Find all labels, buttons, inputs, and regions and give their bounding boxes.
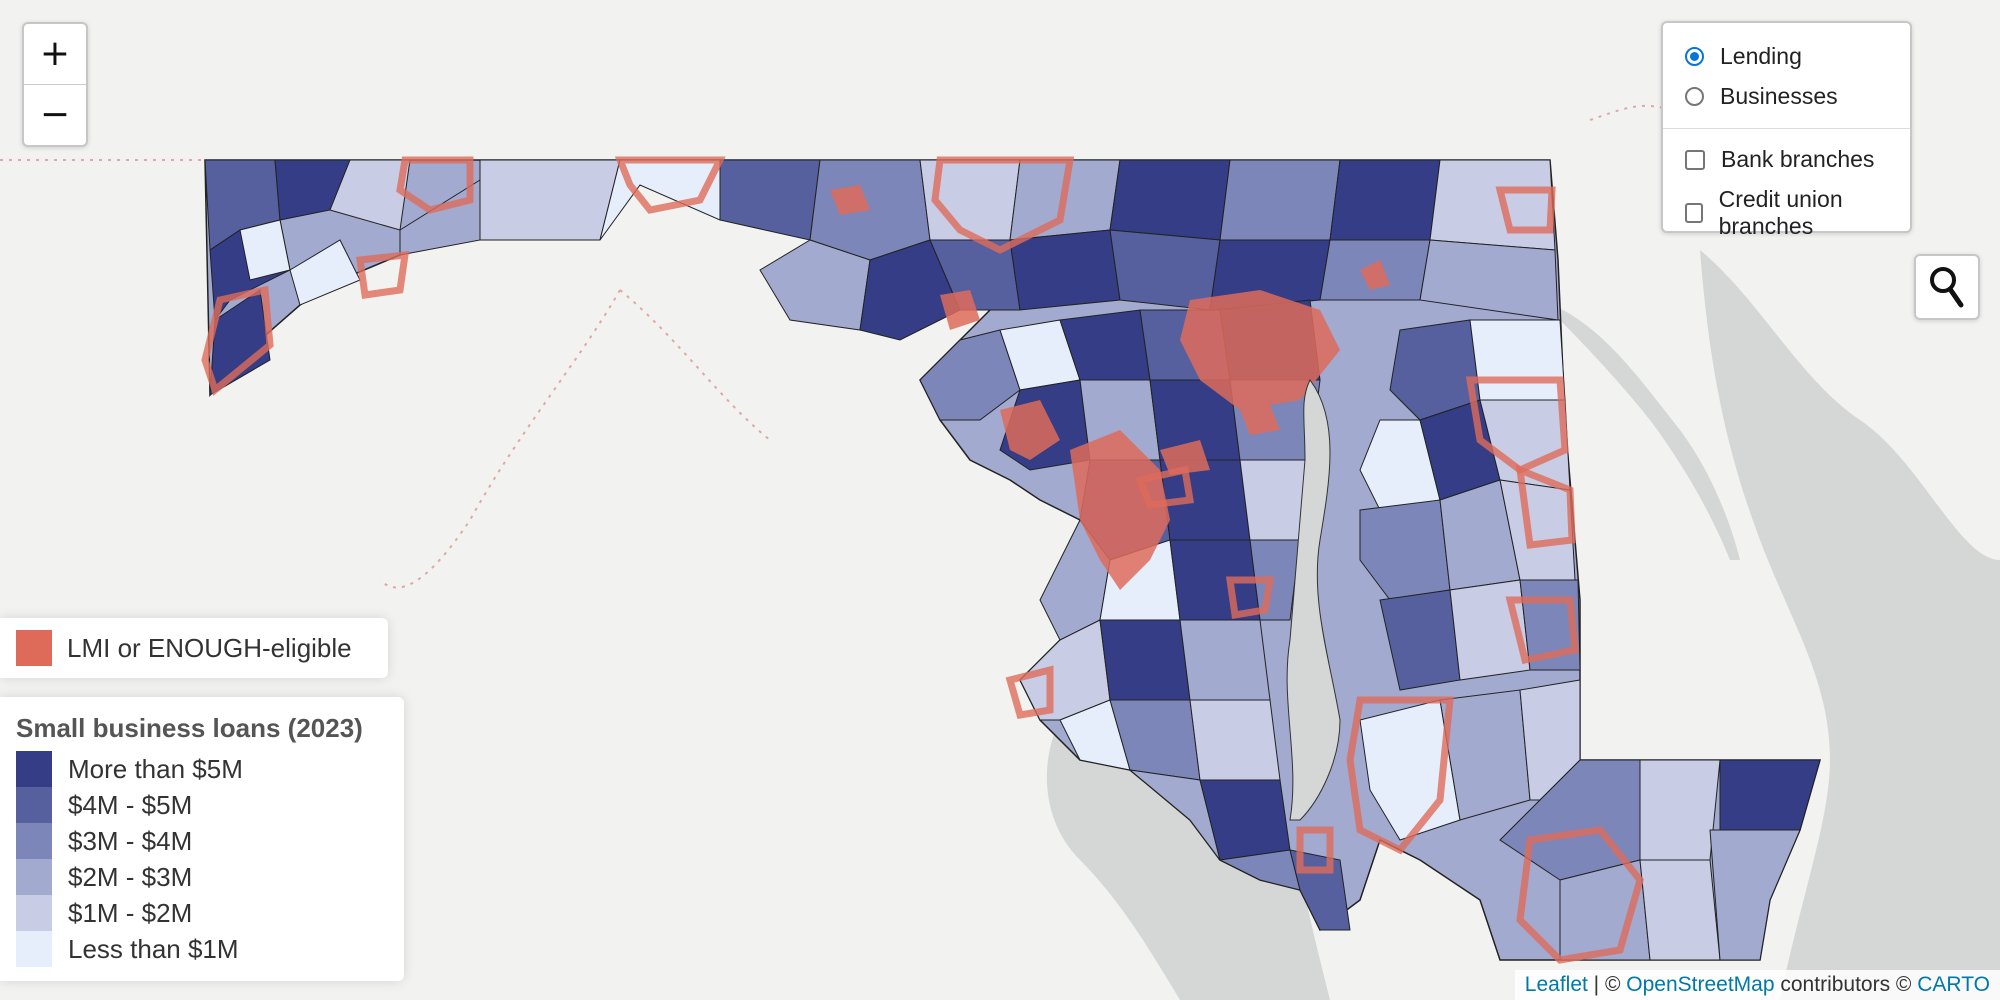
legend-lmi-label: LMI or ENOUGH-eligible [67, 632, 352, 663]
legend-title: Small business loans (2023) [16, 713, 363, 743]
legend-item: More than $5M [16, 751, 243, 787]
layer-control: Lending Businesses Bank branches Credit … [1661, 21, 1912, 239]
search-button[interactable] [1914, 254, 1980, 320]
overlay-checkbox-bank-branches[interactable]: Bank branches [1685, 146, 1874, 173]
legend-swatch-lmi [16, 630, 52, 666]
legend-item-label: $4M - $5M [68, 789, 193, 820]
legend-swatch [16, 823, 52, 859]
overlay-label-credit-union-branches: Credit union branches [1718, 186, 1843, 239]
legend-item-label: $1M - $2M [68, 897, 193, 928]
overlay-checkbox-credit-union-branches[interactable]: Credit union branches [1685, 186, 1910, 240]
layer-label-businesses: Businesses [1720, 83, 1838, 109]
legend-item: $3M - $4M [16, 823, 192, 859]
layer-divider [1663, 128, 1910, 129]
legend-swatch [16, 931, 52, 967]
checkbox[interactable] [1685, 203, 1703, 223]
water-delaware [1540, 300, 1740, 560]
layer-label-lending: Lending [1720, 43, 1802, 69]
layer-radio-lending[interactable]: Lending [1685, 43, 1802, 70]
layer-radio-businesses[interactable]: Businesses [1685, 83, 1838, 110]
leaflet-link[interactable]: Leaflet [1524, 973, 1588, 996]
radio-unselected[interactable] [1685, 87, 1704, 106]
attribution-sep: | © [1587, 973, 1627, 996]
search-icon [1930, 267, 1964, 308]
overlay-label-bank-branches: Bank branches [1721, 146, 1875, 172]
attribution-contributors: contributors © [1774, 973, 1918, 996]
lmi-areas [201, 156, 1644, 964]
legend-item-label: Less than $1M [68, 933, 239, 964]
zoom-control: + − [22, 22, 88, 147]
legend-item: $2M - $3M [16, 859, 192, 895]
legend-item: $4M - $5M [16, 787, 192, 823]
legend-lmi: LMI or ENOUGH-eligible [0, 618, 388, 678]
map-attribution: Leaflet | © OpenStreetMap contributors ©… [1514, 970, 2000, 1000]
legend-swatch [16, 751, 52, 787]
carto-link[interactable]: CARTO [1917, 973, 1990, 996]
legend-swatch [16, 859, 52, 895]
osm-link[interactable]: OpenStreetMap [1626, 973, 1775, 996]
lmi-urban-clusters [830, 185, 1390, 590]
legend-swatch [16, 787, 52, 823]
legend-item-label: More than $5M [68, 753, 243, 784]
legend-item-label: $2M - $3M [68, 861, 193, 892]
legend-item: $1M - $2M [16, 895, 192, 931]
legend-item: Less than $1M [16, 931, 239, 967]
zoom-in-button[interactable]: + [39, 33, 71, 74]
legend-swatch [16, 895, 52, 931]
legend-loans: Small business loans (2023) More than $5… [0, 697, 404, 981]
water-ocean [1700, 250, 2000, 1000]
legend-item-label: $3M - $4M [68, 825, 193, 856]
checkbox[interactable] [1685, 149, 1705, 170]
zoom-out-button[interactable]: − [24, 84, 86, 145]
radio-selected[interactable] [1685, 47, 1704, 66]
